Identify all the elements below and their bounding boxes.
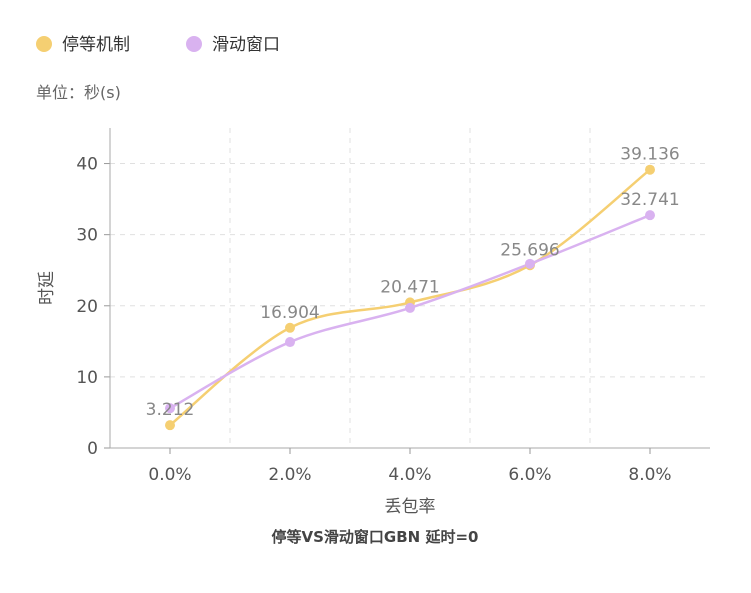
y-tick-label: 10 <box>76 368 98 388</box>
data-point-series-1 <box>165 403 175 414</box>
legend-item-stop-wait[interactable]: 停等机制 <box>36 35 130 55</box>
data-label-series-0: 25.696 <box>500 240 559 260</box>
x-tick-label: 2.0% <box>268 465 311 485</box>
x-axis-title: 丢包率 <box>385 497 436 517</box>
data-label-series-0: 39.136 <box>620 145 679 165</box>
data-point-series-1 <box>285 337 295 348</box>
y-axis-title: 时延 <box>37 271 57 305</box>
data-label-series-0: 20.471 <box>380 277 439 297</box>
data-point-series-0 <box>165 420 175 431</box>
y-tick-label: 0 <box>87 439 98 459</box>
data-point-series-0 <box>285 322 295 333</box>
grid <box>110 128 710 448</box>
data-point-series-1 <box>645 210 655 221</box>
data-labels: 3.212 16.904 20.471 25.696 39.136 32.741 <box>146 145 680 420</box>
x-tick-label: 0.0% <box>148 465 191 485</box>
legend-swatch-stop-wait <box>36 36 52 52</box>
legend-swatch-sliding-window <box>186 36 202 52</box>
legend: 停等机制 滑动窗口 <box>36 35 280 55</box>
legend-label-stop-wait: 停等机制 <box>62 35 130 55</box>
data-label-series-0: 3.212 <box>146 400 195 420</box>
data-label-series-1: 32.741 <box>620 190 679 210</box>
x-tick-label: 6.0% <box>508 465 551 485</box>
y-tick-label: 40 <box>76 155 98 175</box>
x-tick-label: 8.0% <box>628 465 671 485</box>
data-point-series-1 <box>525 258 535 269</box>
data-point-series-1 <box>405 302 415 313</box>
axes <box>104 128 710 454</box>
x-tick-labels: 0.0% 2.0% 4.0% 6.0% 8.0% <box>148 465 671 485</box>
y-tick-labels: 0 10 20 30 40 <box>76 155 98 459</box>
legend-item-sliding-window[interactable]: 滑动窗口 <box>186 35 280 55</box>
data-label-series-0: 16.904 <box>260 303 319 323</box>
unit-label: 单位：秒(s) <box>36 83 121 102</box>
x-tick-label: 4.0% <box>388 465 431 485</box>
data-point-series-0 <box>645 164 655 175</box>
legend-label-sliding-window: 滑动窗口 <box>212 35 280 55</box>
y-tick-label: 20 <box>76 297 98 317</box>
chart-title: 停等VS滑动窗口GBN 延时=0 <box>272 528 479 546</box>
series-points <box>165 164 655 431</box>
y-tick-label: 30 <box>76 226 98 246</box>
